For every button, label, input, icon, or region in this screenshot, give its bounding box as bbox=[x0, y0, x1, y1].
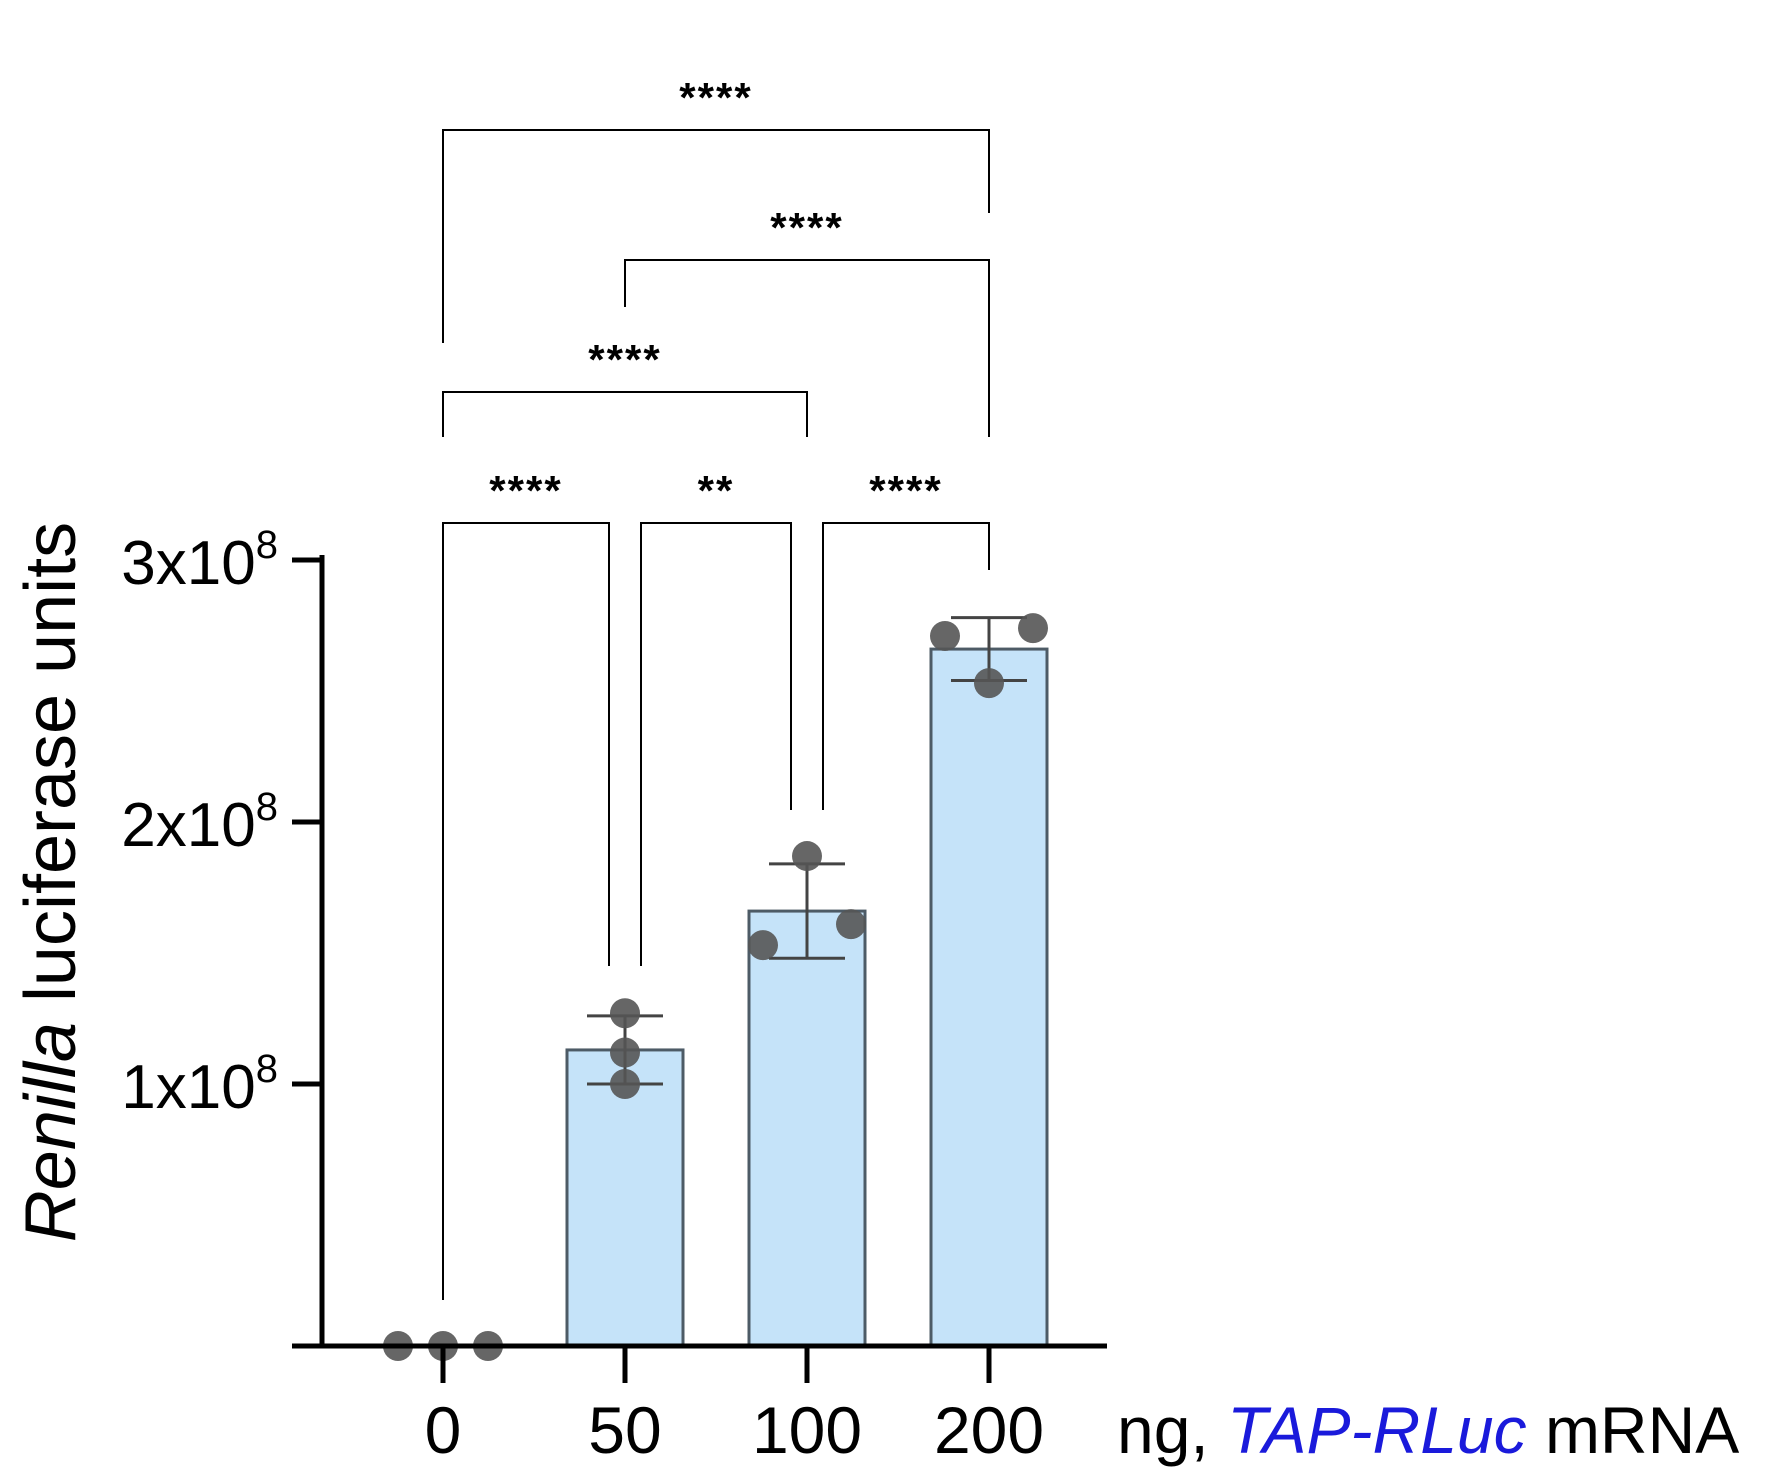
y-tick-label: 2x108 bbox=[121, 785, 278, 860]
axes bbox=[292, 555, 1107, 1349]
significance-label: **** bbox=[489, 467, 562, 514]
data-point bbox=[1018, 613, 1048, 644]
significance-label: **** bbox=[679, 74, 752, 121]
significance-label: **** bbox=[588, 336, 661, 383]
x-ticks: 0 50 100 200 bbox=[425, 1346, 1044, 1467]
x-tick-label: 100 bbox=[752, 1393, 862, 1467]
significance-label: **** bbox=[869, 467, 942, 514]
significance-label: ** bbox=[698, 467, 735, 514]
significance-label: **** bbox=[770, 204, 843, 251]
bracket-50-vs-200 bbox=[624, 259, 990, 437]
x-axis-title: ng, TAP-RLuc mRNA bbox=[1117, 1393, 1739, 1467]
x-axis-title-prefix: ng, bbox=[1117, 1393, 1227, 1467]
y-ticks: 1x108 2x108 3x108 bbox=[121, 523, 322, 1122]
bracket-50-vs-100 bbox=[640, 522, 792, 966]
data-point bbox=[930, 620, 960, 651]
data-point bbox=[610, 998, 640, 1029]
significance-brackets: **************** ** **** bbox=[442, 74, 990, 1300]
data-point bbox=[610, 1069, 640, 1099]
bracket-0-vs-200 bbox=[442, 129, 990, 343]
data-point bbox=[748, 930, 778, 961]
bracket-0-vs-50 bbox=[442, 522, 610, 1300]
data-point bbox=[792, 841, 822, 872]
data-point bbox=[610, 1037, 640, 1068]
x-axis-title-suffix: mRNA bbox=[1527, 1393, 1740, 1467]
y-tick-label: 1x108 bbox=[121, 1047, 278, 1122]
x-tick-label: 50 bbox=[588, 1393, 661, 1467]
y-tick-label: 3x108 bbox=[121, 523, 278, 598]
y-axis-title-italic: Renilla bbox=[11, 1022, 91, 1242]
x-axis-title-gene: TAP-RLuc bbox=[1227, 1393, 1527, 1467]
y-axis-title-rest: luciferase units bbox=[11, 522, 91, 1022]
x-tick-label: 200 bbox=[934, 1393, 1044, 1467]
bar-50 bbox=[565, 1048, 685, 1348]
x-tick-label: 0 bbox=[425, 1393, 462, 1467]
bars bbox=[565, 647, 1049, 1348]
data-point bbox=[974, 668, 1004, 699]
y-axis-title: Renilla luciferase units bbox=[11, 522, 91, 1242]
bar-100 bbox=[747, 909, 867, 1348]
bracket-100-vs-200 bbox=[822, 522, 990, 810]
bar-200 bbox=[929, 647, 1049, 1348]
bracket-0-vs-100 bbox=[442, 391, 808, 437]
data-point bbox=[836, 909, 866, 940]
